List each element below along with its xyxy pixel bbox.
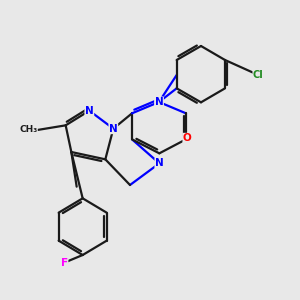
Text: O: O <box>183 133 192 143</box>
Text: N: N <box>154 97 164 107</box>
Text: N: N <box>155 158 164 168</box>
Text: F: F <box>61 258 68 268</box>
Text: N: N <box>109 124 118 134</box>
Text: N: N <box>85 106 94 116</box>
Text: CH₃: CH₃ <box>19 125 37 134</box>
Text: Cl: Cl <box>253 70 264 80</box>
